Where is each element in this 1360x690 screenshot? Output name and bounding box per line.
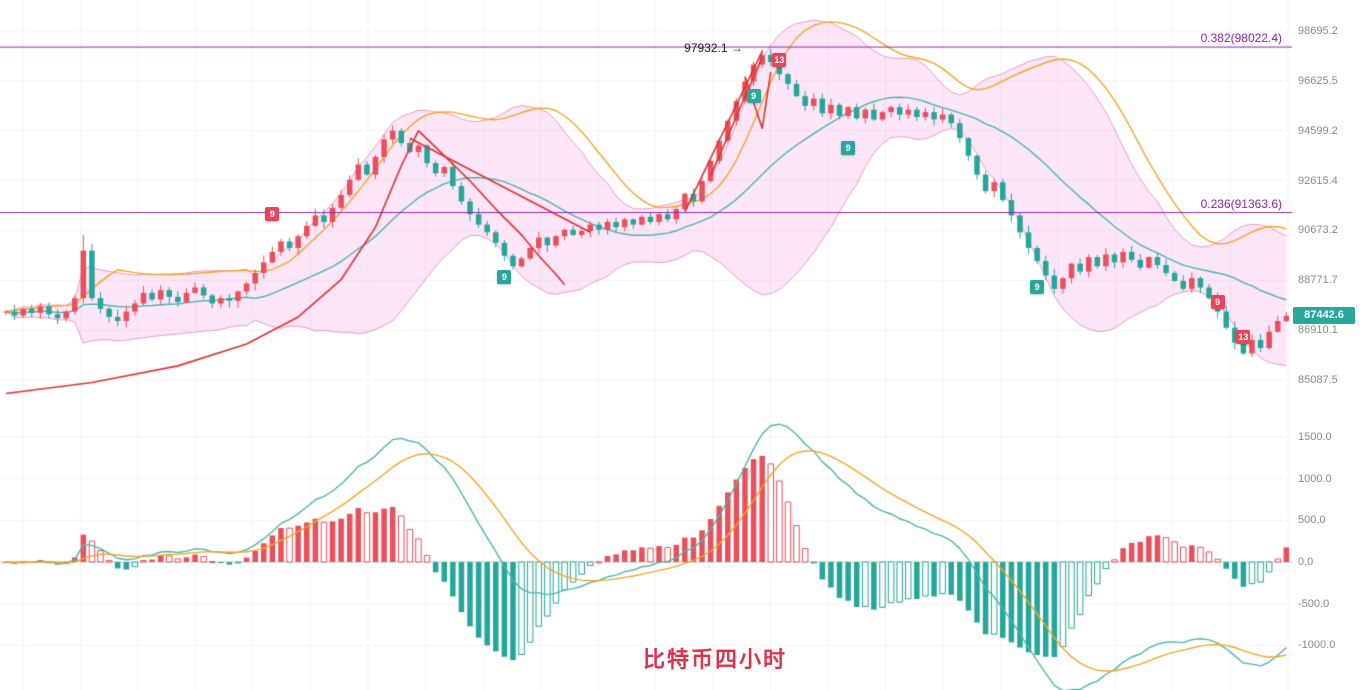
price-axis-label: 96625.5 [1298,74,1338,87]
arrow-right-icon: → [730,41,743,56]
td-sequential-marker: 9 [1210,295,1225,310]
td-sequential-marker: 9 [746,89,761,104]
td-sequential-marker: 9 [497,269,512,284]
current-price-badge: 87442.6 [1293,306,1355,324]
td-sequential-marker: 9 [1030,280,1045,295]
price-axis-label: 90673.2 [1298,224,1338,237]
td-sequential-marker: 13 [1236,330,1251,345]
chart-title: 比特币四小时 [642,647,787,672]
macd-axis-label: 1500.0 [1298,431,1332,443]
peak-price-label: 97932.1 → [684,41,743,55]
macd-axis-label: 500.0 [1298,514,1326,527]
price-axis-label: 86910.1 [1298,324,1338,337]
peak-price-value: 97932.1 [684,41,728,56]
price-axis-label: 88771.7 [1298,274,1338,287]
price-axis-label: 94599.2 [1298,124,1338,137]
td-sequential-marker: 13 [772,52,787,67]
macd-axis-label: 1000.0 [1298,472,1332,485]
td-sequential-marker: 9 [841,141,856,156]
macd-axis-label: -1000.0 [1298,639,1336,652]
price-axis-label: 98695.2 [1298,25,1338,37]
price-axis-label: 85087.5 [1298,374,1338,386]
fib-level-0382-label: 0.382(98022.4) [1200,31,1282,46]
macd-axis-label: 0.0 [1298,556,1314,568]
price-axis-label: 92615.4 [1298,174,1338,187]
fib-level-0236-label: 0.236(91363.6) [1200,196,1282,211]
td-sequential-marker: 9 [265,207,280,222]
macd-axis-label: -500.0 [1298,597,1330,610]
